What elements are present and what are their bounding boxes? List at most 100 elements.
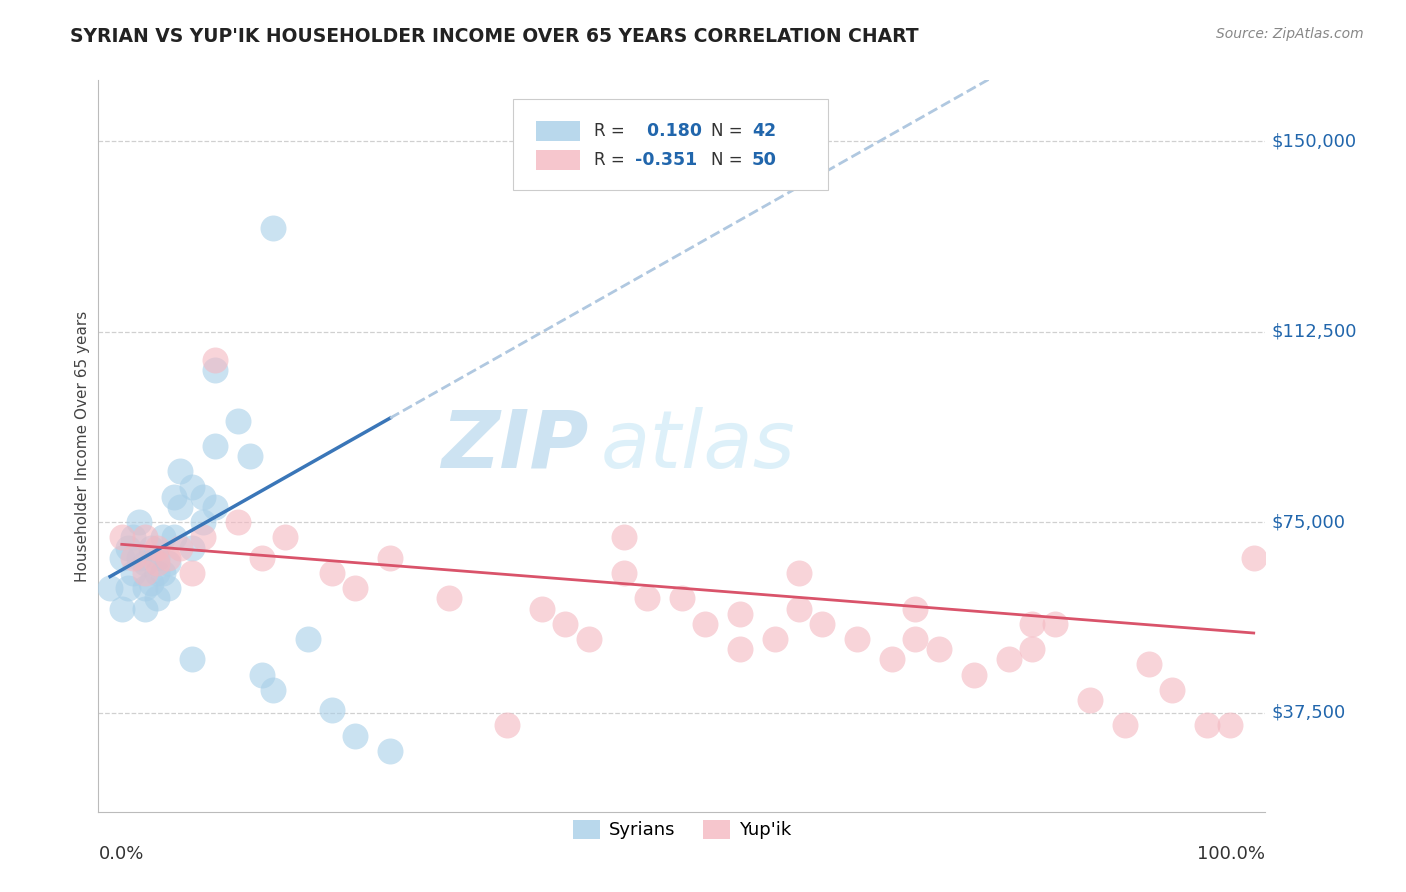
Point bbox=[880, 652, 903, 666]
Point bbox=[111, 550, 134, 565]
Point bbox=[613, 530, 636, 544]
Point bbox=[239, 449, 262, 463]
Point bbox=[578, 632, 600, 646]
Text: $75,000: $75,000 bbox=[1271, 513, 1346, 532]
Point bbox=[846, 632, 869, 646]
Point bbox=[554, 616, 576, 631]
Point bbox=[1243, 550, 1265, 565]
Point bbox=[613, 566, 636, 580]
Point bbox=[297, 632, 319, 646]
Text: $37,500: $37,500 bbox=[1271, 704, 1346, 722]
Point bbox=[695, 616, 717, 631]
Point bbox=[180, 566, 202, 580]
Point bbox=[962, 667, 984, 681]
Point bbox=[122, 566, 145, 580]
Point bbox=[111, 530, 134, 544]
Point bbox=[1137, 657, 1160, 672]
Point bbox=[1114, 718, 1136, 732]
Point bbox=[997, 652, 1019, 666]
Point bbox=[1219, 718, 1241, 732]
Point bbox=[1080, 693, 1102, 707]
Point bbox=[157, 581, 180, 595]
Point bbox=[1021, 616, 1043, 631]
Legend: Syrians, Yup'ik: Syrians, Yup'ik bbox=[565, 813, 799, 847]
Point bbox=[169, 541, 191, 555]
Text: 100.0%: 100.0% bbox=[1198, 845, 1265, 863]
Point bbox=[380, 744, 402, 758]
Bar bbox=[536, 120, 581, 141]
Point bbox=[262, 682, 284, 697]
Text: 42: 42 bbox=[752, 121, 776, 140]
Point bbox=[437, 591, 460, 606]
Point bbox=[763, 632, 786, 646]
Point bbox=[134, 566, 156, 580]
Text: ZIP: ZIP bbox=[441, 407, 589, 485]
Point bbox=[496, 718, 519, 732]
Point bbox=[228, 515, 250, 529]
Point bbox=[380, 550, 402, 565]
Point bbox=[204, 363, 226, 377]
Point bbox=[146, 591, 169, 606]
Text: N =: N = bbox=[711, 151, 748, 169]
Bar bbox=[536, 150, 581, 170]
Point bbox=[904, 601, 927, 615]
Point bbox=[111, 601, 134, 615]
Point bbox=[204, 352, 226, 367]
Text: $150,000: $150,000 bbox=[1271, 132, 1357, 150]
Point bbox=[139, 576, 162, 591]
Point bbox=[811, 616, 834, 631]
Point bbox=[193, 490, 215, 504]
Point bbox=[122, 530, 145, 544]
Point bbox=[636, 591, 658, 606]
Point bbox=[180, 652, 202, 666]
Point bbox=[204, 500, 226, 514]
Point bbox=[928, 642, 950, 657]
Point bbox=[1195, 718, 1218, 732]
Point bbox=[152, 530, 174, 544]
Point bbox=[344, 581, 367, 595]
Point bbox=[730, 642, 752, 657]
Y-axis label: Householder Income Over 65 years: Householder Income Over 65 years bbox=[75, 310, 90, 582]
Text: N =: N = bbox=[711, 121, 748, 140]
Point bbox=[169, 464, 191, 478]
Point bbox=[163, 490, 186, 504]
Point bbox=[1045, 616, 1067, 631]
Point bbox=[321, 566, 343, 580]
Point bbox=[146, 550, 169, 565]
Point bbox=[671, 591, 693, 606]
Point bbox=[128, 515, 150, 529]
Point bbox=[117, 581, 139, 595]
Text: 0.0%: 0.0% bbox=[98, 845, 143, 863]
Point bbox=[134, 581, 156, 595]
Point bbox=[204, 439, 226, 453]
Text: SYRIAN VS YUP'IK HOUSEHOLDER INCOME OVER 65 YEARS CORRELATION CHART: SYRIAN VS YUP'IK HOUSEHOLDER INCOME OVER… bbox=[70, 27, 920, 45]
Point bbox=[169, 500, 191, 514]
Point bbox=[321, 703, 343, 717]
Point bbox=[157, 550, 180, 565]
Text: $112,500: $112,500 bbox=[1271, 323, 1357, 341]
Point bbox=[1021, 642, 1043, 657]
Point bbox=[730, 607, 752, 621]
Point bbox=[530, 601, 553, 615]
Text: 0.180: 0.180 bbox=[641, 121, 702, 140]
Point bbox=[134, 601, 156, 615]
Point bbox=[228, 414, 250, 428]
Point bbox=[157, 556, 180, 570]
Point bbox=[787, 566, 810, 580]
Point bbox=[146, 566, 169, 580]
Point bbox=[1161, 682, 1184, 697]
Point bbox=[250, 550, 273, 565]
Point bbox=[274, 530, 297, 544]
Point bbox=[180, 480, 202, 494]
Point bbox=[250, 667, 273, 681]
Point bbox=[152, 566, 174, 580]
Point bbox=[139, 541, 162, 555]
Point bbox=[128, 550, 150, 565]
Text: 50: 50 bbox=[752, 151, 778, 169]
Text: atlas: atlas bbox=[600, 407, 794, 485]
Point bbox=[344, 729, 367, 743]
Text: R =: R = bbox=[595, 151, 630, 169]
Point bbox=[262, 220, 284, 235]
Point bbox=[146, 556, 169, 570]
Point bbox=[180, 541, 202, 555]
